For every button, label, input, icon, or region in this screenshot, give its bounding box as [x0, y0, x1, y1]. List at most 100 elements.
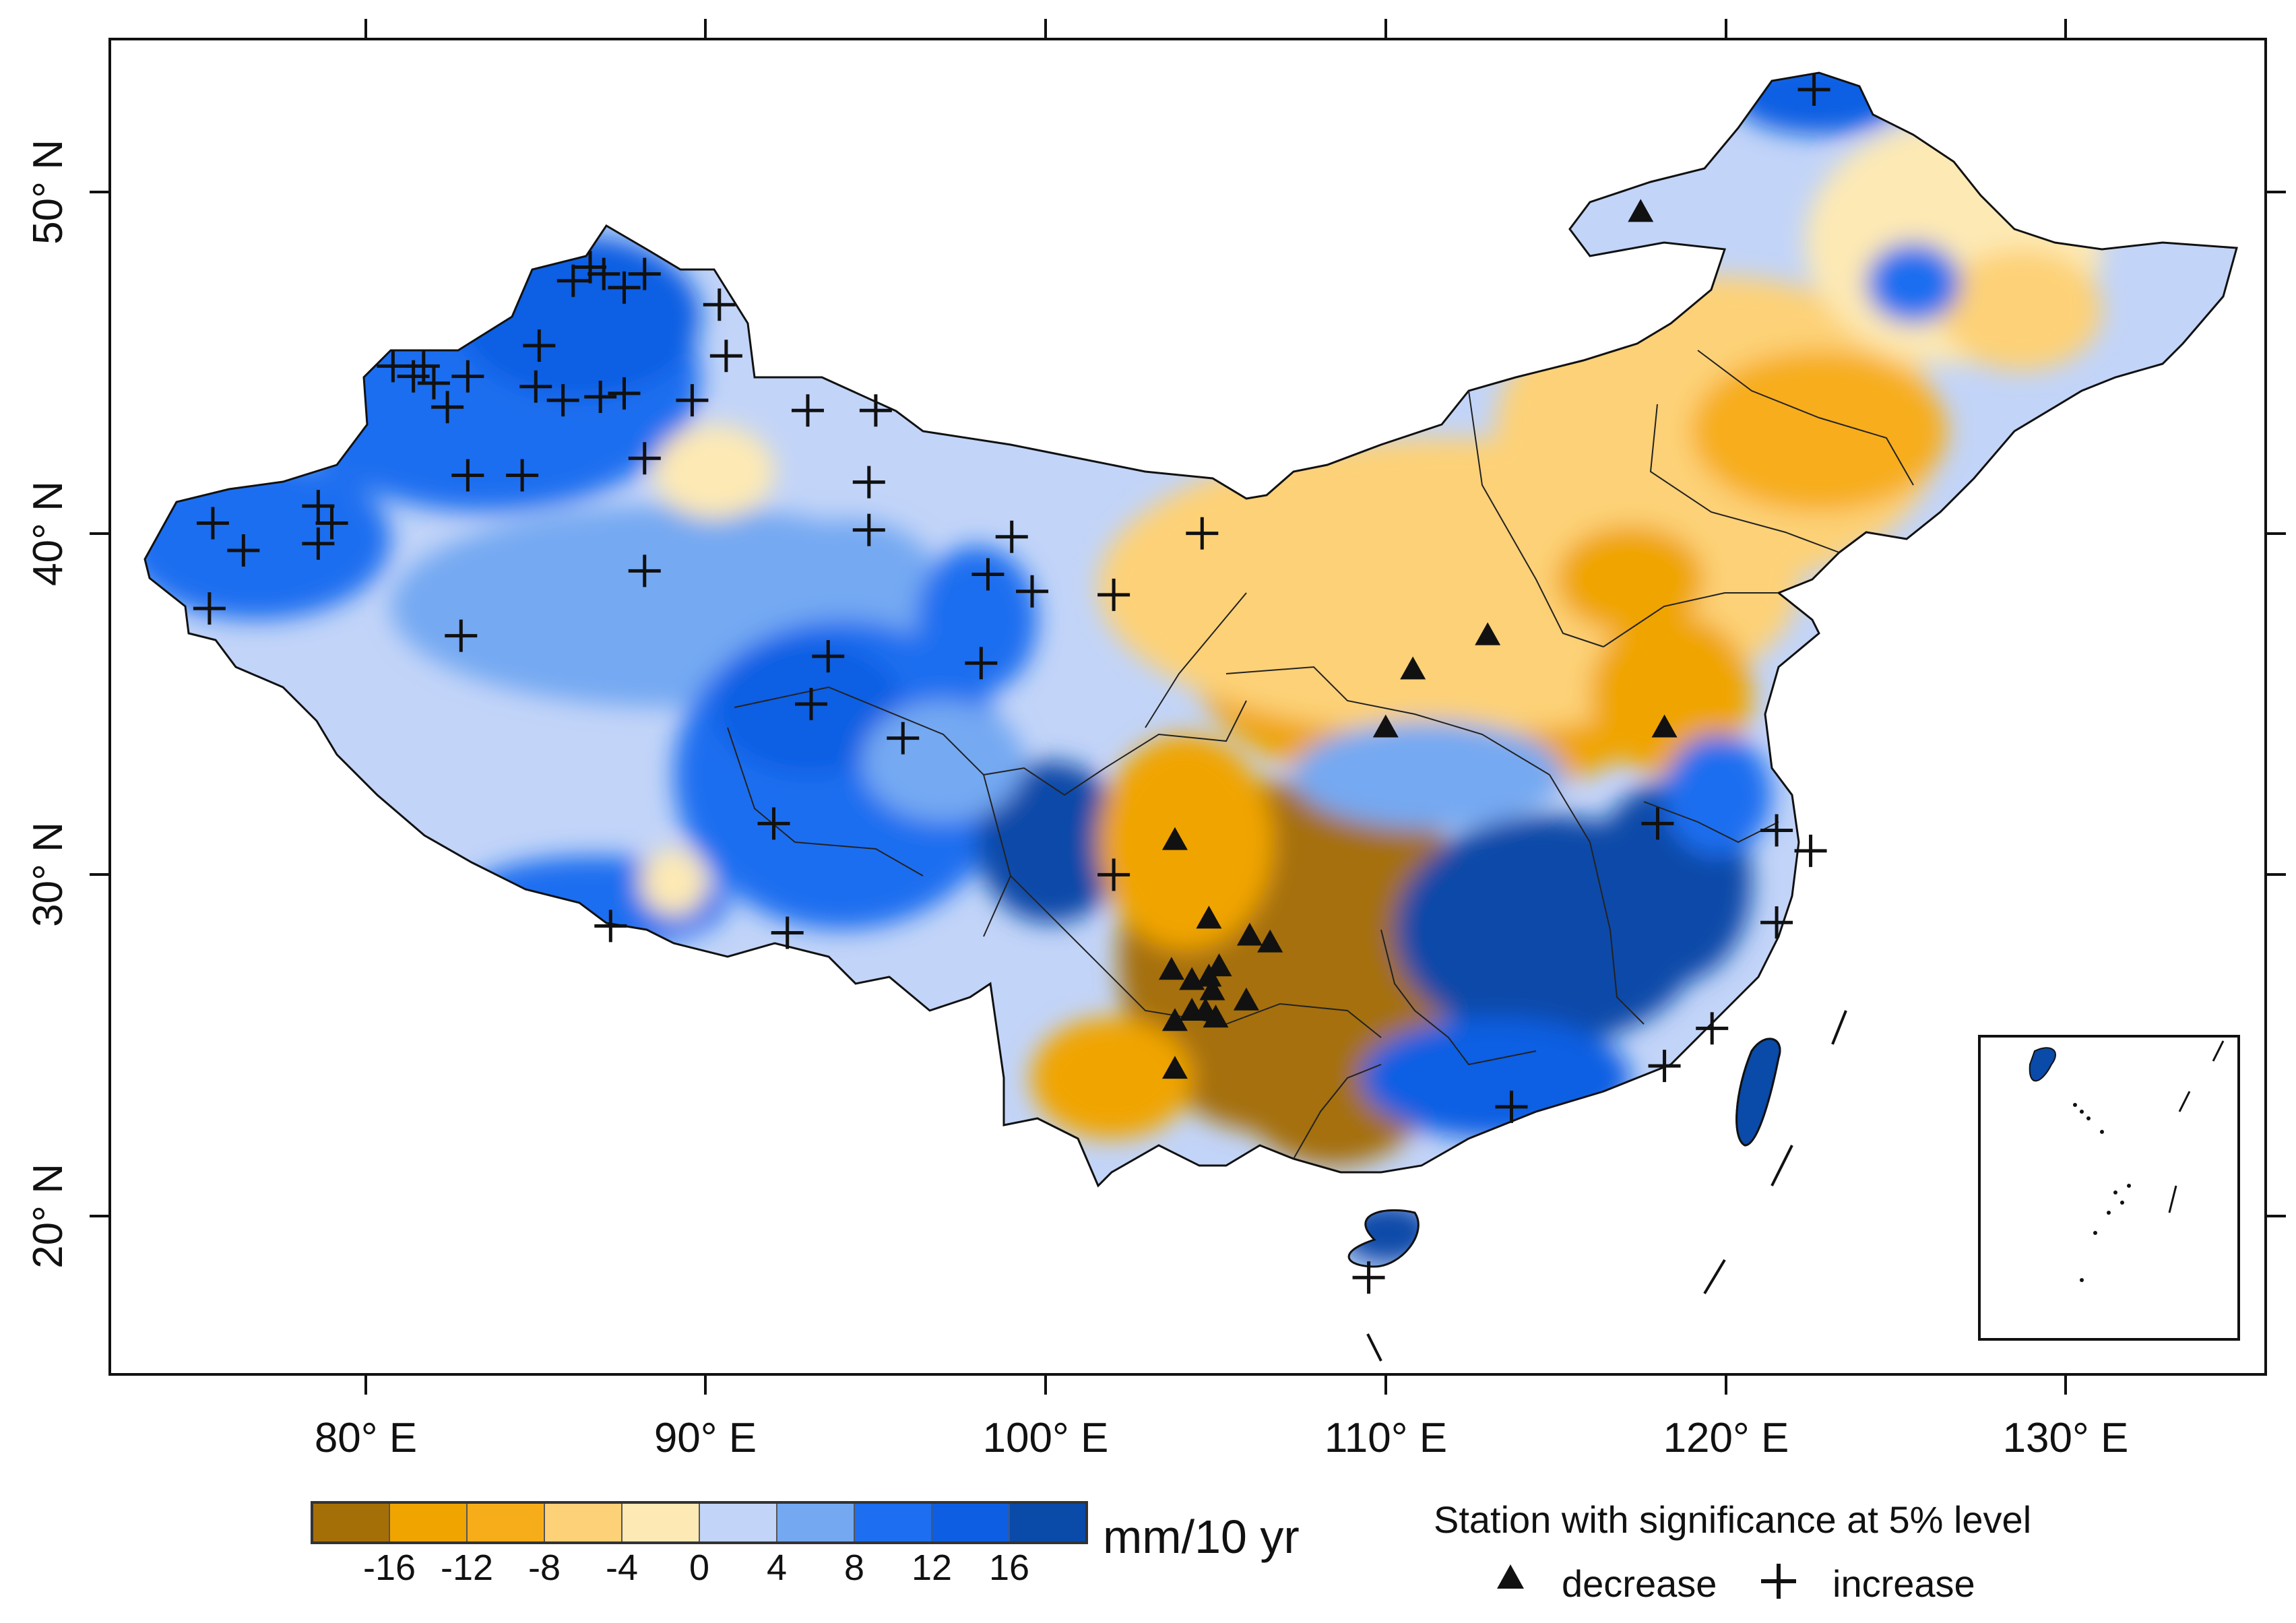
station-increase-marker: [431, 391, 464, 424]
station-increase-marker: [1641, 807, 1674, 840]
nine-dash-line: [1366, 1010, 1847, 1362]
lat-label: 30° N: [25, 822, 71, 927]
station-increase-marker: [1186, 517, 1219, 550]
station-legend: Station with significance at 5% level de…: [1434, 1498, 2031, 1605]
station-increase-marker: [1097, 578, 1130, 611]
station-increase-marker: [1797, 73, 1830, 106]
colorbar-cell: [854, 1502, 932, 1544]
colorbar-cell: [931, 1502, 1010, 1544]
station-decrease-marker: [1400, 656, 1426, 680]
station-decrease-marker: [1196, 905, 1222, 929]
lat-tick-labels: 50° N 40° N 30° N 20° N: [25, 139, 71, 1269]
station-increase-marker: [196, 507, 229, 540]
colorbar-cell: [621, 1502, 700, 1544]
station-increase-marker: [852, 466, 885, 499]
colorbar-tick-label: 0: [689, 1548, 709, 1588]
station-increase-marker: [546, 384, 579, 417]
station-increase-marker: [812, 640, 845, 673]
colorbar-tick-label: -12: [441, 1548, 493, 1588]
province-boundaries: [727, 350, 1914, 1159]
station-increase-marker: [709, 340, 742, 373]
station-increase-marker: [703, 288, 736, 321]
station-increase-marker: [193, 592, 226, 625]
lat-label: 20° N: [25, 1164, 71, 1269]
station-increase-marker: [628, 554, 661, 587]
station-increase-marker: [1760, 814, 1793, 847]
station-increase-marker: [315, 507, 348, 540]
station-increase-marker: [859, 394, 892, 427]
lat-label: 40° N: [25, 481, 71, 586]
station-increase-marker: [608, 271, 641, 304]
station-increase-marker: [1648, 1050, 1681, 1083]
station-decrease-marker: [1199, 977, 1225, 1000]
lon-label: 110° E: [1325, 1415, 1447, 1461]
station-increase-marker: [971, 558, 1004, 591]
colorbar-cell: [699, 1502, 777, 1544]
colorbar-cell: [311, 1502, 390, 1544]
station-increase-marker: [608, 377, 641, 410]
station-legend-title: Station with significance at 5% level: [1434, 1498, 2031, 1541]
colorbar-unit: mm/10 yr: [1103, 1510, 1300, 1563]
station-increase-marker: [887, 722, 920, 755]
station-decrease-marker: [1203, 1005, 1229, 1028]
station-decrease-marker: [1158, 957, 1184, 980]
station-increase-marker: [1794, 834, 1827, 867]
station-markers: [193, 73, 1830, 1294]
station-increase-marker: [302, 527, 335, 560]
colorbar-tick-label: 16: [989, 1548, 1029, 1588]
lon-label: 90° E: [654, 1415, 757, 1461]
lon-label: 130° E: [2003, 1415, 2129, 1461]
decrease-triangle-icon: [1497, 1564, 1524, 1589]
station-increase-marker: [227, 534, 260, 567]
station-decrease-marker: [1161, 827, 1188, 850]
decrease-label: decrease: [1562, 1562, 1717, 1605]
colorbar-tick-label: 8: [844, 1548, 864, 1588]
taiwan-outline: [1735, 1038, 1781, 1147]
station-decrease-marker: [1475, 622, 1501, 645]
station-increase-marker: [1495, 1090, 1528, 1123]
colorbar-cell: [466, 1502, 545, 1544]
lon-label: 120° E: [1663, 1415, 1789, 1461]
station-increase-marker: [791, 394, 824, 427]
station-decrease-marker: [1161, 1056, 1188, 1079]
colorbar-tick-label: 4: [767, 1548, 787, 1588]
station-increase-marker: [587, 257, 620, 290]
station-decrease-marker: [1628, 199, 1654, 222]
frame-ticks: [90, 19, 2286, 1395]
lon-label: 80° E: [315, 1415, 417, 1461]
station-increase-marker: [1097, 858, 1130, 891]
station-increase-marker: [757, 807, 790, 840]
station-increase-marker: [574, 251, 607, 284]
station-decrease-marker: [1233, 987, 1259, 1011]
station-decrease-marker: [1651, 714, 1678, 738]
colorbar-cell: [1009, 1502, 1087, 1544]
station-increase-marker: [628, 442, 661, 475]
increase-label: increase: [1832, 1562, 1975, 1605]
station-increase-marker: [302, 490, 335, 523]
station-increase-marker: [519, 370, 552, 403]
colorbar: -16 -12 -8 -4 0 4 8 12 16 mm/10 yr: [311, 1501, 1300, 1588]
station-decrease-marker: [1206, 953, 1232, 977]
station-decrease-marker: [1236, 922, 1263, 946]
station-decrease-marker: [1161, 1008, 1188, 1031]
lat-label: 50° N: [25, 139, 71, 245]
station-increase-marker: [676, 384, 709, 417]
colorbar-cell: [776, 1502, 855, 1544]
colorbar-border: [311, 1501, 1088, 1544]
station-increase-marker: [445, 619, 478, 652]
station-increase-marker: [584, 381, 617, 413]
station-decrease-marker: [1257, 929, 1283, 953]
station-increase-marker: [506, 459, 539, 492]
station-increase-marker: [594, 910, 627, 943]
increase-plus-icon: [1761, 1564, 1796, 1599]
station-increase-marker: [407, 350, 440, 383]
station-increase-marker: [1352, 1261, 1385, 1294]
station-increase-marker: [795, 688, 828, 720]
station-increase-marker: [523, 329, 556, 362]
station-increase-marker: [1016, 575, 1049, 608]
station-increase-marker: [771, 916, 804, 949]
colorbar-tick-label: -4: [606, 1548, 638, 1588]
colorbar-tick-label: -8: [528, 1548, 561, 1588]
station-decrease-marker: [1372, 714, 1399, 738]
